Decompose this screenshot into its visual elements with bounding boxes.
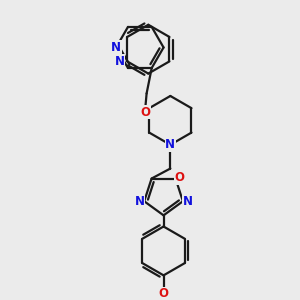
Text: N: N xyxy=(111,41,121,54)
Text: N: N xyxy=(134,195,145,208)
Text: O: O xyxy=(159,287,169,300)
Text: N: N xyxy=(165,138,175,151)
Text: N: N xyxy=(183,195,193,208)
Text: O: O xyxy=(140,106,150,118)
Text: O: O xyxy=(175,171,184,184)
Text: N: N xyxy=(114,55,124,68)
